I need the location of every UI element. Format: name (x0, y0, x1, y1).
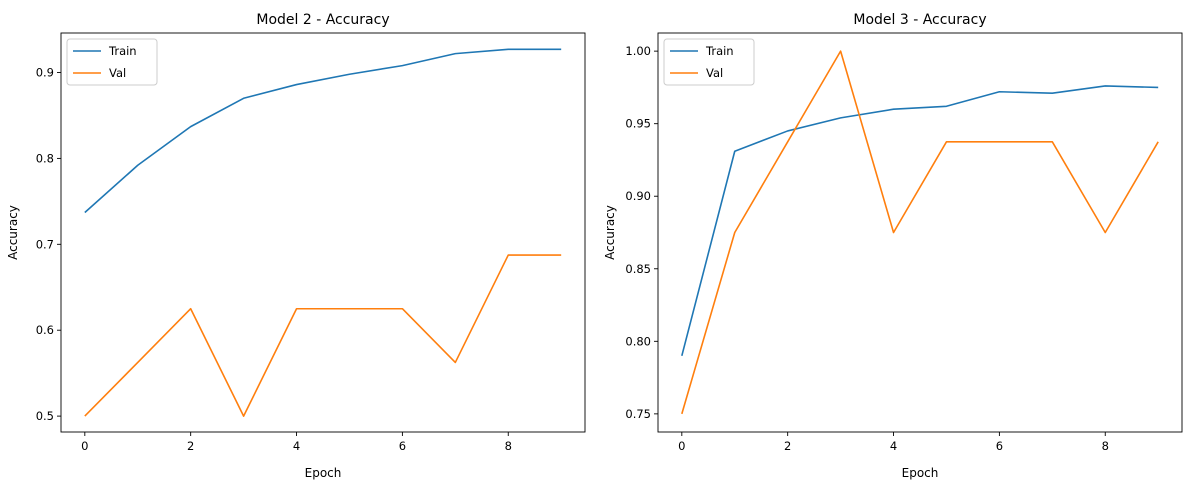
x-tick-label: 0 (81, 439, 88, 453)
plot-frame (657, 32, 1183, 433)
plot-frame (60, 32, 586, 433)
y-tick-label: 0.5 (36, 409, 54, 423)
series-line-val (681, 50, 1159, 415)
series-line-train (84, 48, 562, 214)
x-tick-label: 8 (1102, 439, 1109, 453)
subplot-2: Model 3 - Accuracy 0 2 4 6 8 0.75 0.80 0.85 0.90 0… (603, 12, 1183, 480)
chart-title: Model 2 - Accuracy (256, 12, 389, 28)
y-tick-label: 0.95 (625, 117, 651, 131)
x-tick-label: 6 (399, 439, 406, 453)
x-tick-label: 8 (505, 439, 512, 453)
y-tick-label: 0.75 (625, 407, 651, 421)
y-tick-label: 0.8 (36, 151, 54, 165)
x-tick-label: 2 (187, 439, 194, 453)
x-axis-label: Epoch (902, 466, 939, 480)
chart-title: Model 3 - Accuracy (853, 12, 986, 28)
y-tick-label: 0.90 (625, 189, 651, 203)
y-tick-label: 0.6 (36, 323, 54, 337)
y-tick-label: 0.9 (36, 66, 54, 80)
y-tick-label: 0.85 (625, 262, 651, 276)
x-tick-label: 4 (890, 439, 897, 453)
y-tick-label: 0.7 (36, 237, 54, 251)
legend-label-train: Train (705, 44, 734, 58)
legend: Train Val (66, 38, 158, 86)
subplot-1: Model 2 - Accuracy 0 2 4 6 8 0.5 0.6 0.7 0.8 0.9 Ep… (6, 12, 586, 480)
x-tick-label: 6 (996, 439, 1003, 453)
y-tick-label: 1.00 (625, 44, 651, 58)
legend-label-val: Val (706, 66, 723, 80)
x-tick-label: 0 (678, 439, 685, 453)
legend-label-val: Val (109, 66, 126, 80)
y-tick-label: 0.80 (625, 334, 651, 348)
y-axis-label: Accuracy (603, 205, 617, 260)
series-line-val (84, 254, 562, 417)
series-line-train (681, 85, 1159, 357)
x-tick-label: 4 (293, 439, 300, 453)
y-axis-label: Accuracy (6, 205, 20, 260)
legend-label-train: Train (108, 44, 137, 58)
x-tick-label: 2 (784, 439, 791, 453)
legend: Train Val (663, 38, 755, 86)
x-axis-label: Epoch (305, 466, 342, 480)
